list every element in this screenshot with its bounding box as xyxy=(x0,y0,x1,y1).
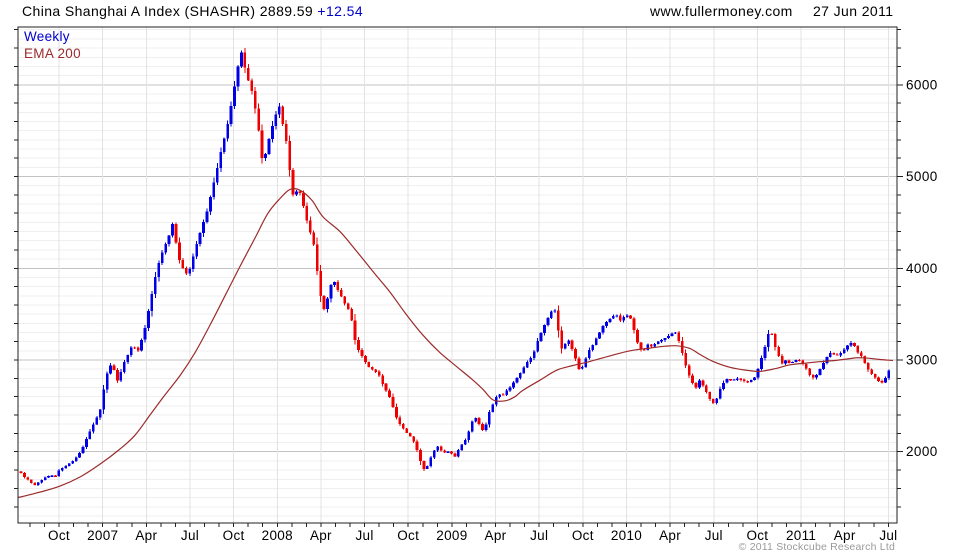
plot-border xyxy=(17,26,898,524)
x-tick-label: 2007 xyxy=(87,528,118,543)
x-tick-label: Oct xyxy=(48,528,70,543)
chart-legend: Weekly EMA 200 xyxy=(24,28,81,62)
x-tick-label: 2008 xyxy=(262,528,293,543)
candlestick-series xyxy=(19,48,891,486)
x-tick-label: Oct xyxy=(746,528,768,543)
y-tick-label: 4000 xyxy=(906,261,938,276)
x-tick-label: Jul xyxy=(356,528,374,543)
y-tick-label: 6000 xyxy=(906,77,938,92)
x-tick-label: Oct xyxy=(223,528,245,543)
x-tick-label: 2011 xyxy=(786,528,816,543)
x-tick-label: Jul xyxy=(705,528,723,543)
x-tick-label: Oct xyxy=(572,528,594,543)
x-axis-ticks: Oct 2007 Apr Jul Oct 2008 Apr Jul Oct 2009 Apr Jul O… xyxy=(29,523,897,543)
instrument-and-price: China Shanghai A Index (SHASHR) 2889.59 xyxy=(22,3,314,19)
x-tick-label: Apr xyxy=(310,528,332,543)
x-tick-label: Apr xyxy=(135,528,157,543)
x-tick-label: Jul xyxy=(181,528,199,543)
x-tick-label: 2010 xyxy=(611,528,642,543)
legend-ema-label: EMA 200 xyxy=(24,46,81,61)
x-tick-label: Apr xyxy=(659,528,681,543)
chart-date: 27 Jun 2011 xyxy=(813,3,894,19)
y-tick-label: 3000 xyxy=(906,353,938,368)
legend-timeframe-label: Weekly xyxy=(24,29,70,44)
vertical-gridlines xyxy=(58,27,889,523)
x-tick-label: Jul xyxy=(530,528,548,543)
ema-line xyxy=(17,187,894,499)
price-change: +12.54 xyxy=(317,3,364,19)
y-tick-label: 5000 xyxy=(906,169,938,184)
x-tick-label: Apr xyxy=(834,528,856,543)
x-tick-label: 2009 xyxy=(436,528,467,543)
x-tick-label: Oct xyxy=(397,528,419,543)
chart-title: China Shanghai A Index (SHASHR) 2889.59 … xyxy=(22,3,363,19)
website-link[interactable]: www.fullermoney.com xyxy=(650,3,793,19)
x-tick-label: Jul xyxy=(879,528,897,543)
horizontal-gridlines xyxy=(18,29,897,517)
y-axis-ticks: 2000 3000 4000 5000 6000 xyxy=(14,29,938,508)
x-tick-label: Apr xyxy=(485,528,507,543)
copyright-notice: © 2011 Stockcube Research Ltd xyxy=(738,541,895,553)
y-tick-label: 2000 xyxy=(906,444,938,459)
